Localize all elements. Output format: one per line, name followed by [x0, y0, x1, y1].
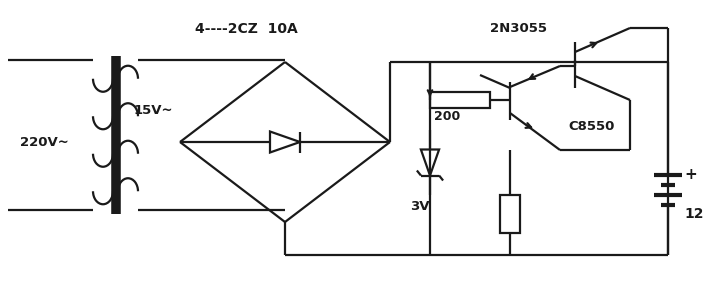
Text: 4----2CZ  10A: 4----2CZ 10A [195, 22, 298, 36]
Text: 12V: 12V [684, 207, 703, 221]
Bar [500, 195, 520, 233]
Bar [430, 92, 490, 108]
Text: +: + [684, 167, 697, 182]
Text: 15V~: 15V~ [134, 103, 174, 116]
Text: 3V: 3V [410, 200, 430, 213]
Text: 2N3055: 2N3055 [490, 22, 547, 35]
Text: C8550: C8550 [568, 120, 614, 133]
Text: 220V~: 220V~ [20, 135, 69, 149]
Text: 200: 200 [434, 110, 460, 123]
